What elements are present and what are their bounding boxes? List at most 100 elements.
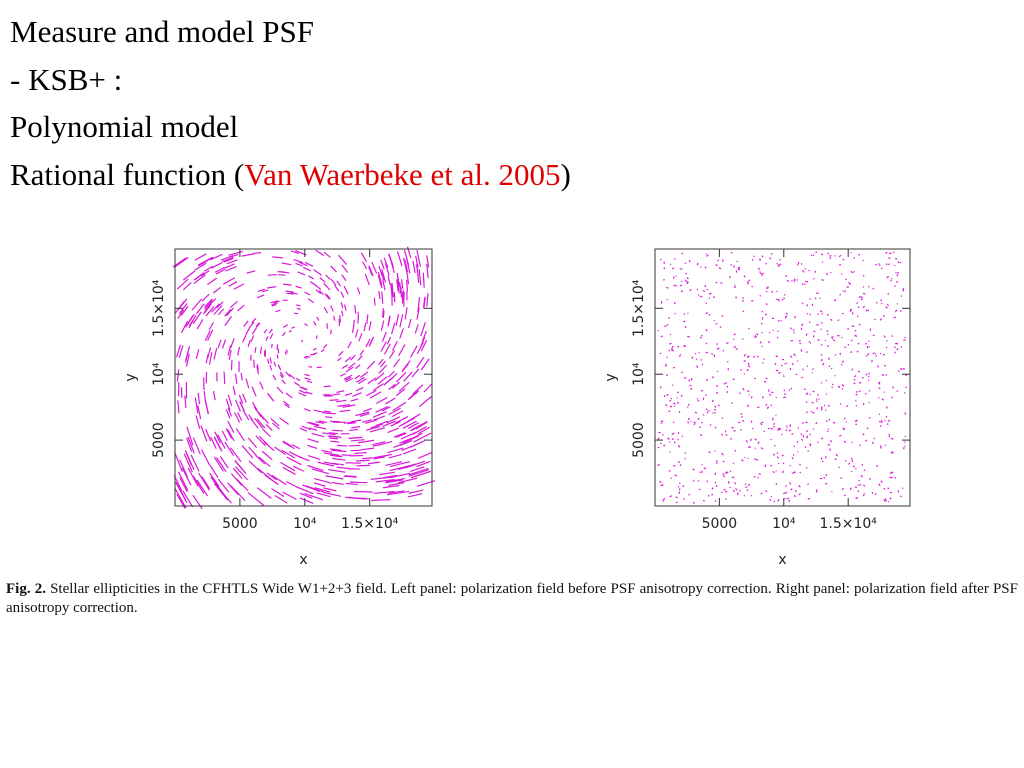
whisker — [902, 289, 905, 292]
whisker — [255, 435, 266, 447]
whisker — [668, 469, 671, 472]
whisker — [845, 405, 849, 408]
whisker — [708, 409, 710, 412]
whisker — [401, 279, 404, 289]
whisker — [827, 404, 830, 407]
whisker — [849, 487, 852, 491]
whisker — [757, 441, 760, 444]
whisker — [663, 444, 666, 447]
whisker — [666, 356, 669, 359]
whisker — [426, 263, 429, 279]
whisker — [304, 261, 314, 267]
whisker — [882, 353, 886, 356]
whisker — [824, 409, 827, 412]
whisker — [865, 373, 868, 376]
whisker — [279, 417, 289, 425]
whisker — [706, 480, 709, 483]
whisker — [790, 387, 793, 390]
whisker — [322, 432, 336, 436]
whisker — [237, 346, 241, 356]
whisker — [416, 356, 425, 369]
whisker — [402, 420, 417, 429]
whisker — [356, 376, 365, 383]
whisker — [239, 401, 245, 411]
whisker — [666, 286, 669, 289]
whisker — [685, 272, 688, 275]
whisker — [667, 437, 670, 441]
whisker — [301, 425, 311, 431]
whisker — [806, 313, 809, 315]
whisker — [817, 338, 820, 342]
whisker — [205, 428, 212, 442]
whisker — [783, 297, 785, 300]
whisker — [230, 447, 242, 463]
whisker — [868, 345, 870, 348]
whisker — [865, 355, 868, 357]
whisker — [187, 436, 195, 454]
whisker — [227, 407, 233, 417]
whisker — [385, 397, 396, 405]
whisker — [778, 371, 781, 374]
whisker — [851, 312, 854, 315]
whisker — [743, 494, 746, 497]
whisker — [809, 313, 812, 316]
whisker — [247, 492, 265, 507]
whisker — [853, 382, 856, 385]
whisker — [256, 322, 261, 328]
slide-line: Rational function (Van Waerbeke et al. 2… — [10, 157, 571, 193]
whisker — [374, 372, 385, 382]
whisker — [396, 279, 399, 292]
whisker — [396, 251, 403, 267]
whisker — [868, 389, 871, 392]
whisker — [204, 299, 214, 310]
whisker — [391, 322, 396, 335]
whisker — [398, 381, 410, 392]
whisker — [891, 471, 894, 474]
whisker — [238, 394, 244, 404]
whisker — [380, 259, 385, 270]
whisker — [380, 320, 385, 331]
whisker — [208, 322, 214, 330]
whisker — [781, 470, 784, 474]
whisker — [887, 487, 890, 490]
whisker — [372, 441, 386, 446]
whisker — [666, 298, 668, 301]
whisker — [878, 420, 881, 423]
whisker — [715, 263, 718, 267]
whisker — [247, 437, 258, 449]
whisker — [715, 485, 718, 488]
whisker — [694, 411, 698, 414]
whisker — [793, 279, 796, 283]
whisker — [328, 437, 339, 440]
whisker — [358, 378, 367, 385]
whisker — [281, 379, 286, 385]
whisker — [306, 380, 313, 384]
whisker — [699, 433, 703, 437]
whisker — [354, 329, 359, 338]
whisker — [891, 335, 894, 337]
whisker — [843, 428, 846, 431]
whisker — [669, 333, 672, 336]
whisker — [769, 393, 771, 396]
whisker — [198, 472, 211, 491]
whisker — [854, 486, 858, 489]
whisker — [732, 265, 736, 268]
whisker — [290, 250, 300, 255]
whisker — [312, 321, 317, 326]
whisker — [175, 482, 188, 504]
whisker — [715, 462, 718, 465]
whisker — [804, 280, 807, 283]
whisker — [408, 489, 424, 494]
whisker — [410, 466, 425, 472]
whisker — [880, 419, 883, 422]
whisker — [411, 420, 428, 432]
whisker — [789, 482, 792, 485]
whisker — [750, 396, 753, 399]
whisker — [372, 415, 386, 421]
x-tick-label: 10⁴ — [293, 516, 317, 532]
whisker — [855, 393, 858, 396]
whisker — [254, 347, 257, 353]
whisker — [895, 271, 897, 274]
whisker — [325, 274, 331, 280]
whisker — [221, 430, 228, 441]
